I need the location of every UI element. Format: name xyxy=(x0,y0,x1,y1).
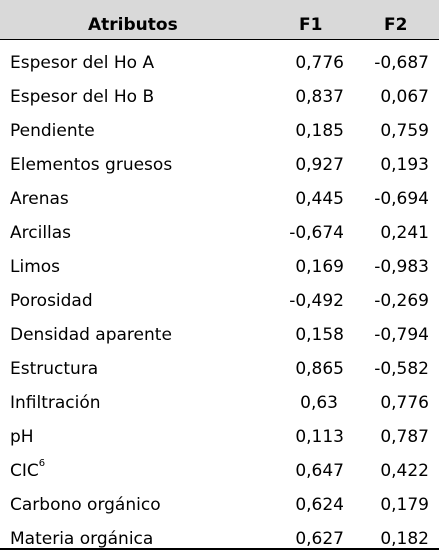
cell-attribute: Espesor del Ho B xyxy=(10,87,155,107)
cell-f2: 0,241 xyxy=(380,223,429,243)
cell-f1: 0,776 xyxy=(295,53,344,73)
cell-f1: 0,647 xyxy=(295,461,344,481)
cell-f2: 0,759 xyxy=(380,121,429,141)
cell-attribute: Estructura xyxy=(10,359,99,379)
cell-f2: -0,794 xyxy=(374,325,429,345)
header-attributes: Atributos xyxy=(88,15,178,35)
table-row: Materia orgánica 0,627 0,182 xyxy=(0,521,439,555)
cell-f2: -0,983 xyxy=(374,257,429,277)
cell-f2: 0,422 xyxy=(380,461,429,481)
footnote-marker: 6 xyxy=(38,458,46,470)
cell-f1: 0,185 xyxy=(295,121,344,141)
cell-f1: -0,674 xyxy=(289,223,344,243)
cell-f1: 0,113 xyxy=(295,427,344,447)
cell-attribute: pH xyxy=(10,427,34,447)
cell-attribute: Arenas xyxy=(10,189,69,209)
cell-f2: -0,582 xyxy=(374,359,429,379)
cell-f1: 0,169 xyxy=(295,257,344,277)
cell-attribute: Espesor del Ho A xyxy=(10,53,155,73)
cell-f1: 0,624 xyxy=(295,495,344,515)
table-row: Espesor del Ho A 0,776 -0,687 xyxy=(0,45,439,79)
cell-attribute: Infiltración xyxy=(10,393,101,413)
bottom-border xyxy=(0,548,439,550)
cell-f2: 0,179 xyxy=(380,495,429,515)
cell-f2: 0,182 xyxy=(380,529,429,549)
table-row: Limos 0,169 -0,983 xyxy=(0,249,439,283)
cell-attribute: Materia orgánica xyxy=(10,529,154,549)
cell-f2: -0,687 xyxy=(374,53,429,73)
table-row: Espesor del Ho B 0,837 0,067 xyxy=(0,79,439,113)
cell-f2: 0,067 xyxy=(380,87,429,107)
cell-f1: -0,492 xyxy=(289,291,344,311)
table-header: Atributos F1 F2 xyxy=(0,0,439,40)
cell-f1: 0,837 xyxy=(295,87,344,107)
table-row: Elementos gruesos 0,927 0,193 xyxy=(0,147,439,181)
table-row: Carbono orgánico 0,624 0,179 xyxy=(0,487,439,521)
table-row: Arcillas -0,674 0,241 xyxy=(0,215,439,249)
cell-attribute: Arcillas xyxy=(10,223,72,243)
cell-f1: 0,63 xyxy=(300,393,338,413)
header-f2: F2 xyxy=(384,15,408,35)
cell-attribute: Porosidad xyxy=(10,291,93,311)
cell-f1: 0,627 xyxy=(295,529,344,549)
cell-f2: 0,776 xyxy=(380,393,429,413)
cell-f2: -0,694 xyxy=(374,189,429,209)
cell-f1: 0,445 xyxy=(295,189,344,209)
cell-f1: 0,865 xyxy=(295,359,344,379)
table-row: CIC6 0,647 0,422 xyxy=(0,453,439,487)
cell-attribute: CIC6 xyxy=(10,458,46,481)
table-row: Densidad aparente 0,158 -0,794 xyxy=(0,317,439,351)
cell-f1: 0,927 xyxy=(295,155,344,175)
header-f1: F1 xyxy=(299,15,323,35)
cell-attribute: Densidad aparente xyxy=(10,325,172,345)
cell-attribute: Limos xyxy=(10,257,61,277)
cell-f2: 0,193 xyxy=(380,155,429,175)
table-row: Pendiente 0,185 0,759 xyxy=(0,113,439,147)
cell-f1: 0,158 xyxy=(295,325,344,345)
table-body: Espesor del Ho A 0,776 -0,687 Espesor de… xyxy=(0,45,439,555)
cell-attribute: Carbono orgánico xyxy=(10,495,161,515)
cell-attribute: Pendiente xyxy=(10,121,95,141)
table-row: Porosidad -0,492 -0,269 xyxy=(0,283,439,317)
table-row: pH 0,113 0,787 xyxy=(0,419,439,453)
table-row: Arenas 0,445 -0,694 xyxy=(0,181,439,215)
cell-attribute: Elementos gruesos xyxy=(10,155,173,175)
table-row: Infiltración 0,63 0,776 xyxy=(0,385,439,419)
cell-f2: -0,269 xyxy=(374,291,429,311)
cell-f2: 0,787 xyxy=(380,427,429,447)
cell-attribute-text: CIC xyxy=(10,461,39,481)
table-row: Estructura 0,865 -0,582 xyxy=(0,351,439,385)
